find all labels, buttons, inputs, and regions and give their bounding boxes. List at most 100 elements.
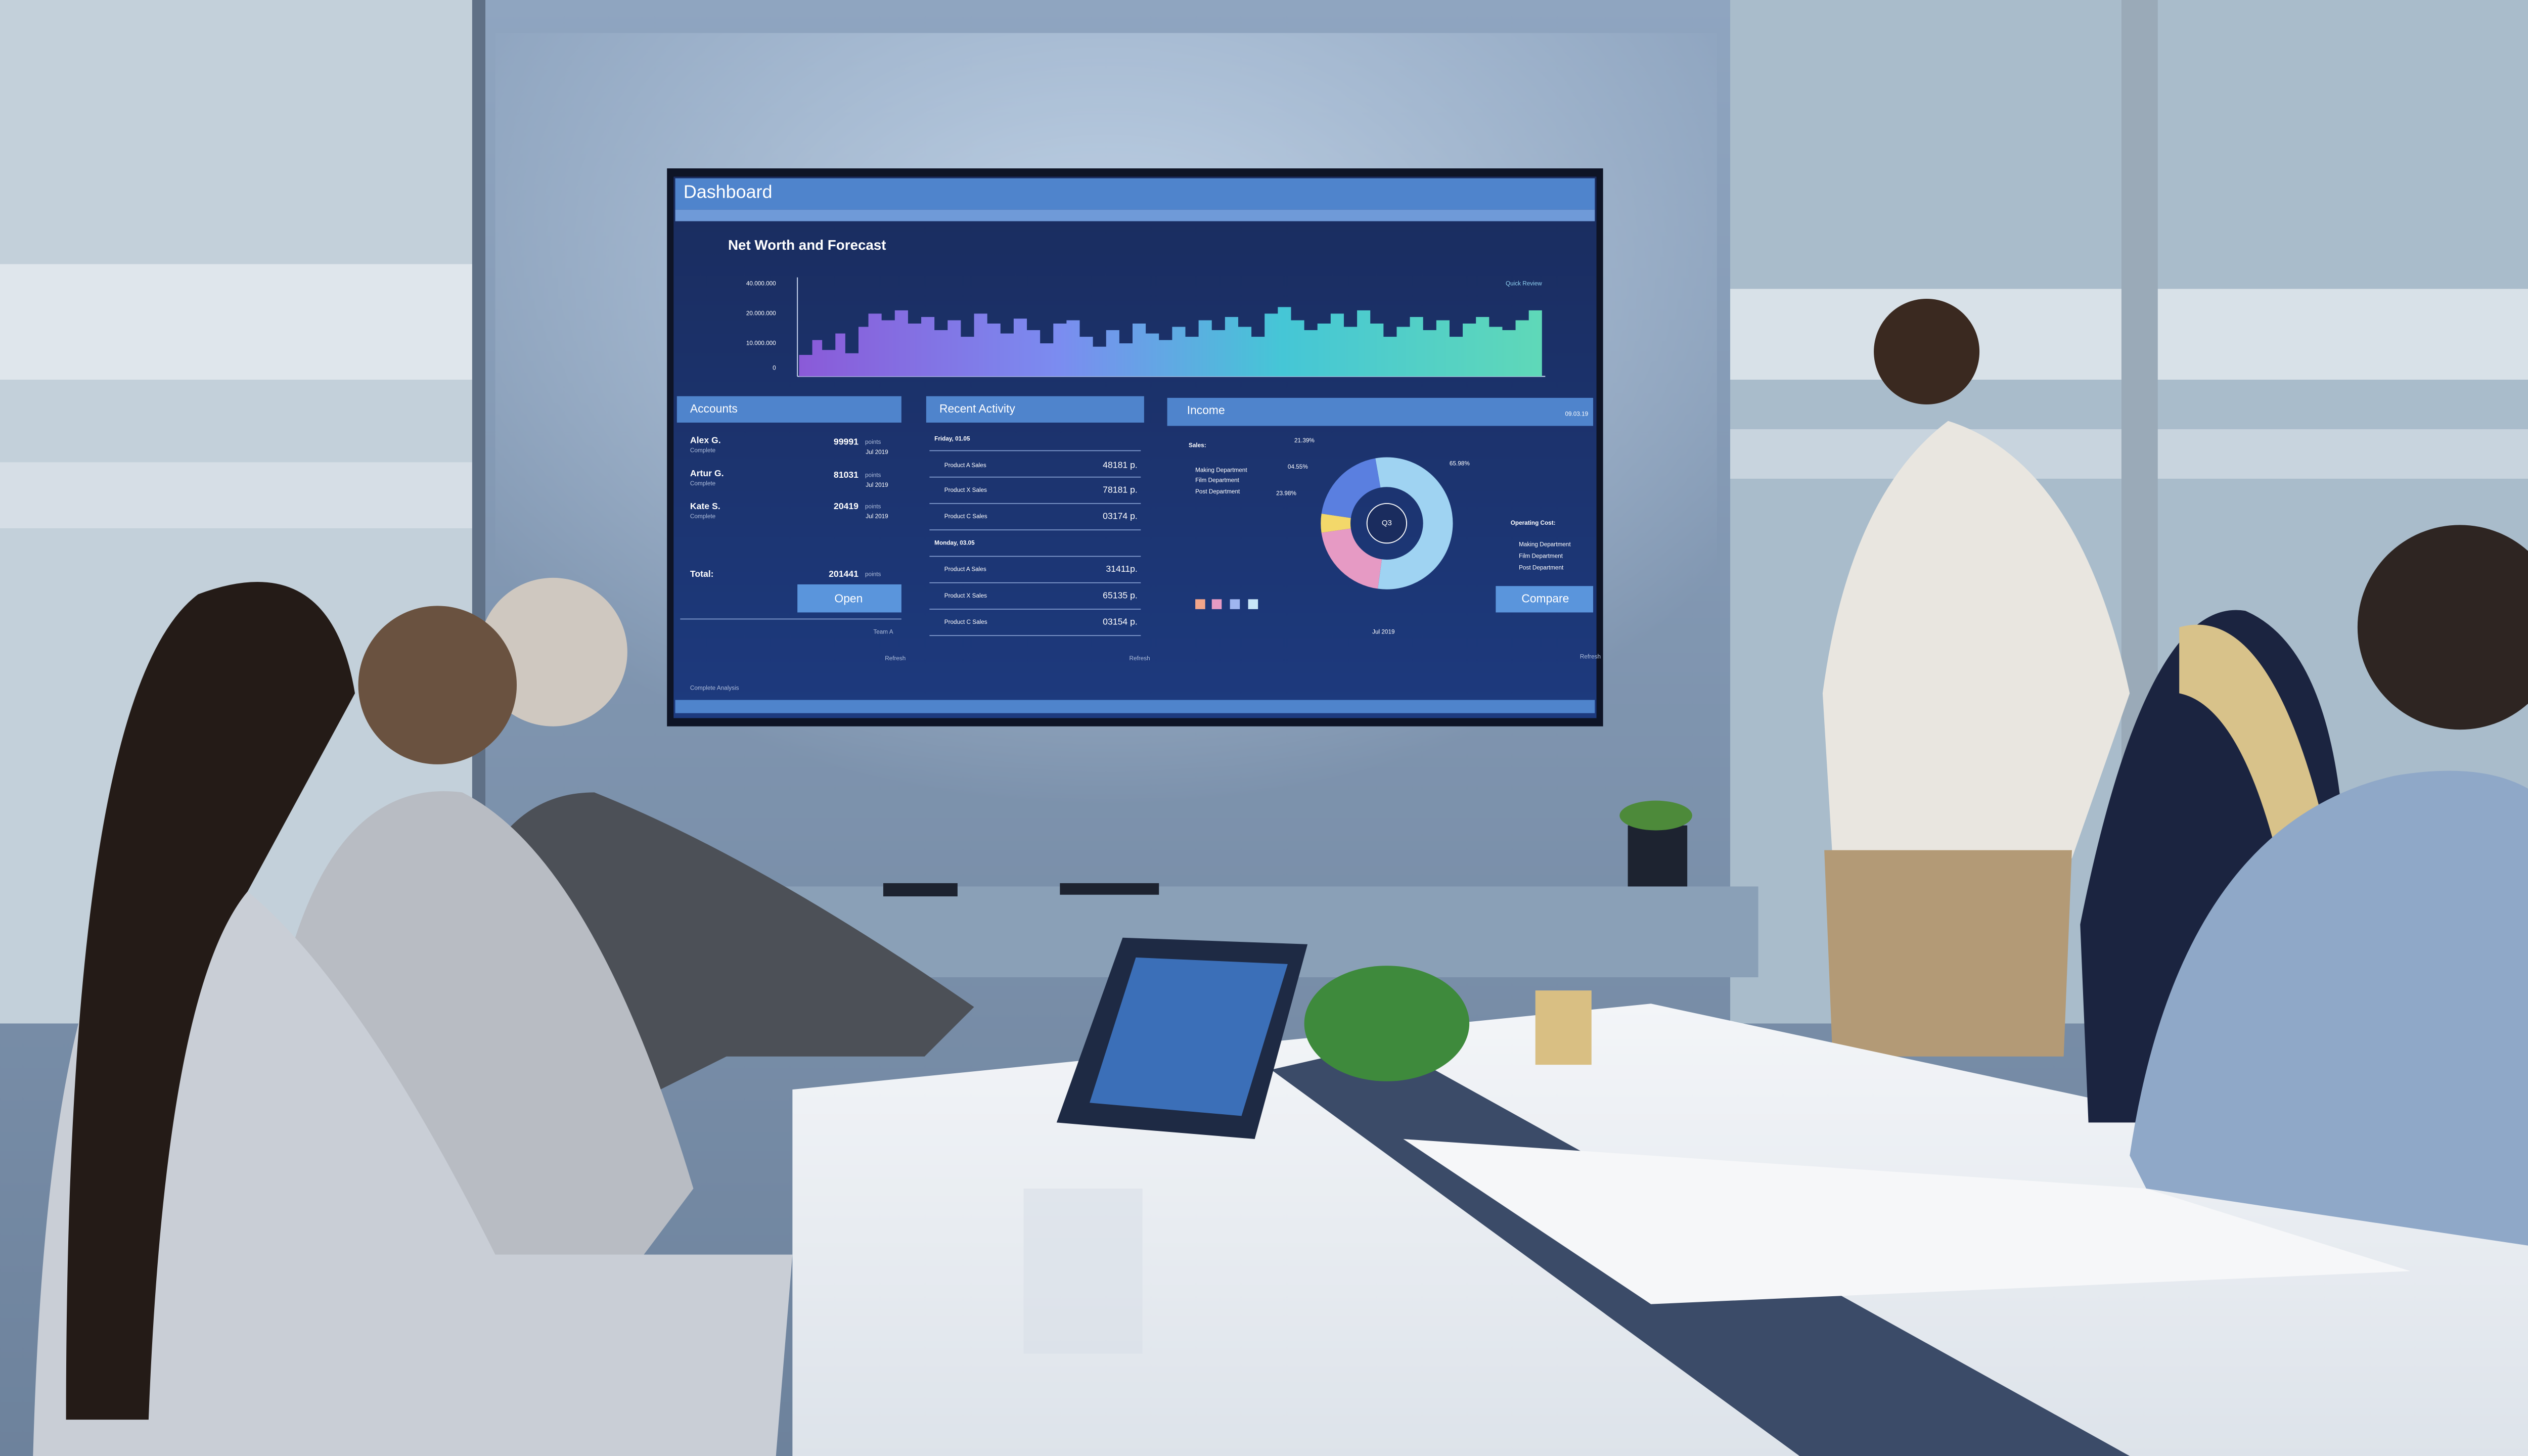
donut-segment (1321, 457, 1453, 589)
account-name: Artur G. (690, 468, 724, 478)
activity-item: Product X Sales (944, 593, 987, 599)
compare-button[interactable] (1496, 586, 1594, 613)
y-label: 40.000.000 (746, 281, 776, 287)
points-unit: points (865, 571, 881, 577)
sales-label: Sales: (1189, 442, 1206, 449)
percent-label: 04.55% (1288, 464, 1308, 470)
swatch (1248, 599, 1258, 609)
team-label: Team A (873, 629, 893, 635)
department: Film Department (1195, 477, 1240, 483)
open-button-label[interactable]: Open (834, 592, 863, 605)
refresh-link[interactable]: Refresh (1580, 654, 1601, 660)
income-date: 09.03.19 (1565, 411, 1588, 418)
glass (1023, 1189, 1143, 1354)
activity-value: 48181 p. (1103, 460, 1138, 470)
activity-date: Monday, 03.05 (934, 539, 975, 546)
department: Making Department (1519, 541, 1571, 548)
account-points: 81031 (834, 470, 859, 480)
man-right-head (2357, 525, 2528, 730)
points-unit: points (865, 472, 881, 479)
panel-title: Recent Activity (939, 402, 1015, 415)
activity-item: Product X Sales (944, 487, 987, 493)
panel-title: Accounts (690, 402, 738, 415)
refresh-link[interactable]: Refresh (1129, 655, 1150, 662)
panel-header (1167, 397, 1594, 426)
tab-bar (675, 209, 1595, 221)
accounts-rows: Alex G. Complete 99991 points Jul 2019 A… (690, 435, 888, 520)
total-label: Total: (690, 569, 714, 579)
operating-label: Operating Cost: (1511, 520, 1556, 526)
account-date: Jul 2019 (866, 513, 888, 520)
panel-header (926, 396, 1144, 423)
department: Making Department (1195, 467, 1247, 474)
account-points: 99991 (834, 437, 859, 447)
activity-value: 31411p. (1106, 564, 1137, 574)
account-status: Complete (690, 480, 716, 487)
chart-title: Net Worth and Forecast (728, 237, 886, 253)
activity-item: Product C Sales (944, 619, 987, 625)
color-swatches (1195, 599, 1258, 609)
activity-value: 78181 p. (1103, 484, 1138, 494)
presenter-head (1874, 299, 1980, 404)
coffee-cup (1535, 990, 1592, 1065)
activity-value: 03154 p. (1103, 617, 1138, 627)
panel-header (676, 396, 901, 423)
percent-label: 23.98% (1276, 490, 1296, 496)
department: Post Department (1519, 564, 1564, 571)
activity-value: 65135 p. (1103, 590, 1138, 600)
table-plant (1304, 966, 1470, 1081)
points-unit: points (865, 439, 881, 445)
presenter-trousers (1824, 850, 2072, 1057)
device (883, 883, 958, 897)
laptop-screen (1090, 957, 1288, 1116)
points-unit: points (865, 504, 881, 510)
activity-item: Product C Sales (944, 513, 987, 520)
activity-value: 03174 p. (1103, 511, 1138, 521)
income-period: Jul 2019 (1372, 629, 1394, 635)
activity-date: Friday, 01.05 (934, 436, 970, 442)
y-label: 20.000.000 (746, 310, 776, 317)
account-status: Complete (690, 513, 716, 520)
panel-title: Income (1187, 403, 1225, 417)
account-name: Alex G. (690, 435, 721, 445)
swatch (1195, 599, 1205, 609)
compare-button-label[interactable]: Compare (1521, 592, 1569, 605)
tv-screen (673, 176, 1597, 718)
bottom-bar (675, 700, 1595, 713)
donut-center (1366, 503, 1408, 544)
account-status: Complete (690, 447, 716, 454)
tv: Dashboard Net Worth and Forecast 40.000.… (667, 168, 1603, 726)
dashboard-title: Dashboard (684, 181, 773, 202)
plant-pot (1628, 825, 1688, 887)
refresh-link[interactable]: Refresh (885, 655, 906, 662)
swatch (1211, 599, 1222, 609)
activity-item: Product A Sales (944, 462, 986, 469)
left-floor-slab (0, 462, 479, 528)
percent-label: 21.39% (1294, 437, 1315, 444)
department: Film Department (1519, 553, 1563, 560)
account-points: 20419 (834, 501, 859, 511)
department: Post Department (1195, 488, 1240, 495)
donut (1321, 457, 1453, 589)
forecast-bars (799, 307, 1542, 377)
woman-grey-head (358, 606, 517, 764)
donut-segment (1321, 457, 1453, 589)
foreground (33, 299, 2528, 1456)
man-right (2130, 770, 2528, 1246)
presenter-sweater (1822, 421, 2130, 858)
account-date: Jul 2019 (866, 449, 888, 456)
open-button[interactable] (797, 584, 901, 613)
device (1060, 883, 1159, 895)
y-label: 10.000.000 (746, 340, 776, 346)
footer-link[interactable]: Complete Analysis (690, 685, 739, 692)
quick-review: Quick Review (1506, 281, 1542, 287)
account-name: Kate S. (690, 501, 720, 511)
row-lines (929, 450, 1141, 636)
papers (1403, 1139, 2411, 1304)
total-value: 201441 (829, 569, 859, 579)
woman-left-hair (66, 582, 355, 1420)
account-date: Jul 2019 (866, 482, 888, 488)
title-bar (675, 178, 1595, 210)
